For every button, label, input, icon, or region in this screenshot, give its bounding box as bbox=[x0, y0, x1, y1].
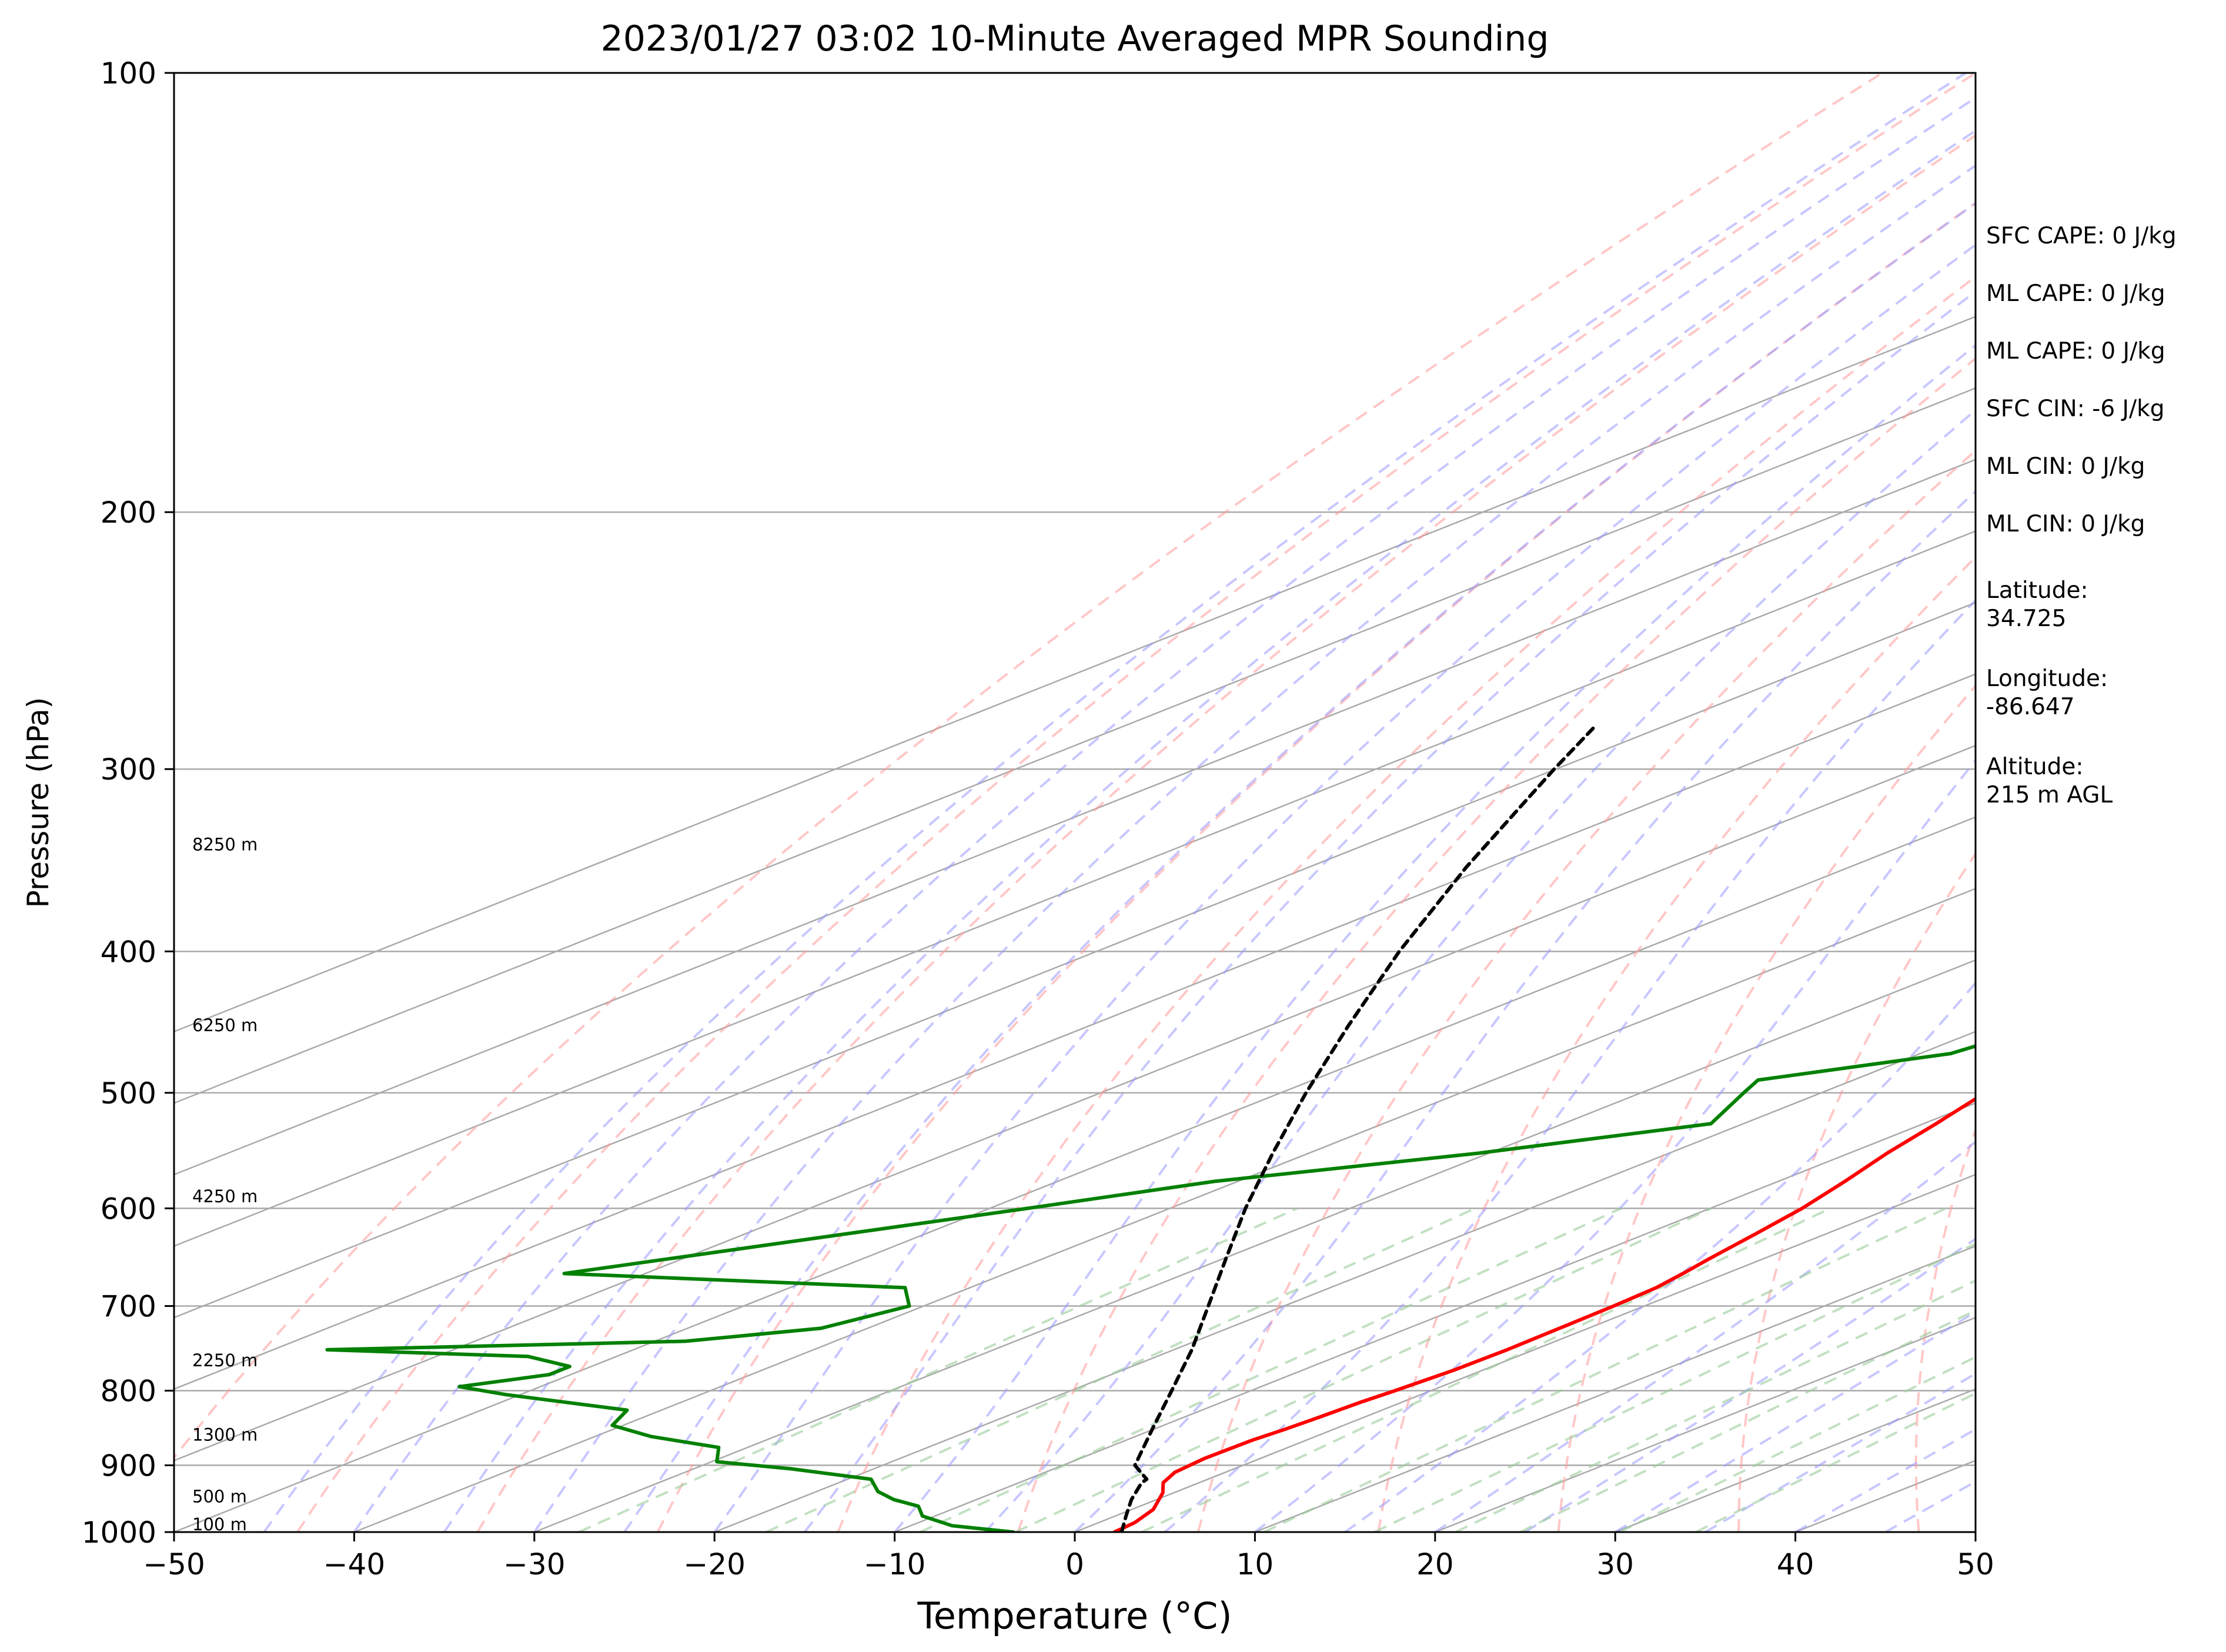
isotherm-line bbox=[534, 959, 1976, 1532]
stat-line: ML CAPE: 0 J/kg bbox=[1986, 280, 2165, 307]
mixing-ratio-line bbox=[1455, 1279, 1976, 1532]
stat-line: ML CIN: 0 J/kg bbox=[1986, 511, 2145, 537]
isotherm-line bbox=[174, 387, 1976, 1104]
isotherm-line bbox=[353, 888, 1976, 1532]
x-tick-label: 50 bbox=[1957, 1547, 1994, 1581]
height-label: 100 m bbox=[192, 1514, 247, 1534]
chart-title: 2023/01/27 03:02 10-Minute Averaged MPR … bbox=[601, 18, 1549, 59]
isotherm-line bbox=[894, 1102, 1976, 1532]
series-line-3 bbox=[1119, 723, 1598, 1532]
dry-adiabat-line bbox=[1017, 357, 1976, 1532]
stat-line: Altitude: bbox=[1986, 754, 2084, 780]
y-tick-label: 400 bbox=[101, 935, 156, 969]
mixing-ratio-line bbox=[1015, 1207, 1712, 1532]
height-label: 1300 m bbox=[192, 1424, 258, 1444]
moist-adiabat-line bbox=[713, 243, 1976, 1532]
x-tick-label: 0 bbox=[1065, 1547, 1084, 1581]
stat-line: SFC CIN: -6 J/kg bbox=[1986, 396, 2165, 422]
height-label: 8250 m bbox=[192, 834, 258, 854]
stat-line: ML CAPE: 0 J/kg bbox=[1986, 338, 2165, 364]
sounding-lines bbox=[325, 723, 1976, 1532]
isotherm-line bbox=[174, 601, 1976, 1319]
isotherm-line bbox=[174, 316, 1976, 1033]
stat-line: Longitude: bbox=[1986, 666, 2108, 692]
x-tick-label: −40 bbox=[323, 1547, 386, 1581]
mixing-ratio-line bbox=[578, 1207, 1298, 1532]
mixing-ratio-line bbox=[1519, 1309, 1976, 1532]
isotherm-line bbox=[714, 1031, 1976, 1532]
stat-line: Latitude: bbox=[1986, 577, 2088, 604]
x-tick-label: 10 bbox=[1236, 1547, 1274, 1581]
moist-adiabat-line bbox=[533, 164, 1976, 1532]
dry-adiabat-line bbox=[476, 133, 1976, 1532]
moist-adiabat-line bbox=[894, 343, 1976, 1532]
dry-adiabat-line bbox=[1377, 556, 1976, 1532]
moist-adiabat-line bbox=[1524, 1237, 1976, 1532]
y-tick-label: 100 bbox=[101, 56, 156, 91]
moist-adiabat-line bbox=[263, 73, 1967, 1532]
height-label: 500 m bbox=[192, 1487, 247, 1507]
isotherm-line bbox=[174, 744, 1976, 1462]
stat-line: -86.647 bbox=[1986, 694, 2075, 720]
y-tick-label: 500 bbox=[101, 1076, 156, 1111]
y-tick-label: 900 bbox=[101, 1449, 156, 1483]
y-tick-label: 700 bbox=[101, 1290, 156, 1324]
isotherm-line bbox=[1254, 1245, 1976, 1532]
isotherm-line bbox=[174, 673, 1976, 1390]
moist-adiabat-line bbox=[1164, 598, 1976, 1532]
y-tick-label: 800 bbox=[101, 1374, 156, 1408]
dry-adiabat-line bbox=[296, 73, 1976, 1532]
stat-line: SFC CAPE: 0 J/kg bbox=[1986, 223, 2177, 249]
height-label: 2250 m bbox=[192, 1350, 258, 1370]
dry-adiabat-line bbox=[1557, 684, 1976, 1532]
stat-line: ML CIN: 0 J/kg bbox=[1986, 453, 2145, 480]
y-tick-label: 300 bbox=[101, 753, 156, 787]
dry-adiabat-line bbox=[1196, 449, 1976, 1532]
x-axis: −50 −40 −30 −20 −10 0 10 20 30 40 50 bbox=[143, 1532, 1994, 1581]
stat-line: 215 m AGL bbox=[1986, 782, 2113, 808]
mixing-ratio-line bbox=[766, 1207, 1476, 1532]
x-tick-label: 30 bbox=[1596, 1547, 1634, 1581]
x-tick-label: −10 bbox=[864, 1547, 926, 1581]
x-tick-label: −50 bbox=[143, 1547, 205, 1581]
moist-adiabat-line bbox=[984, 408, 1976, 1532]
x-tick-label: 40 bbox=[1777, 1547, 1814, 1581]
height-label: 6250 m bbox=[192, 1015, 258, 1035]
y-tick-label: 1000 bbox=[82, 1516, 156, 1550]
isotherm-line bbox=[1074, 1173, 1976, 1532]
isotherm-line bbox=[174, 459, 1976, 1176]
sounding-stats-panel: SFC CAPE: 0 J/kg ML CAPE: 0 J/kg ML CAPE: … bbox=[1986, 223, 2177, 808]
isotherm-line bbox=[174, 816, 1976, 1532]
mixing-ratio-line bbox=[1619, 1356, 1976, 1532]
x-axis-title: Temperature (°C) bbox=[917, 1594, 1232, 1637]
moist-adiabat-line bbox=[803, 290, 1976, 1532]
x-tick-label: −30 bbox=[503, 1547, 566, 1581]
height-labels: 100 m 500 m 1300 m 2250 m 4250 m 6250 m 8250 m bbox=[192, 834, 258, 1534]
height-label: 4250 m bbox=[192, 1186, 258, 1206]
mixing-ratio-line bbox=[1374, 1242, 1976, 1532]
y-axis-title: Pressure (hPa) bbox=[21, 697, 55, 908]
stat-line: 34.725 bbox=[1986, 606, 2066, 632]
moist-adiabat-line bbox=[1074, 490, 1976, 1532]
x-tick-label: 20 bbox=[1416, 1547, 1454, 1581]
moist-adiabat-line bbox=[353, 96, 1976, 1532]
series-line-2 bbox=[325, 1044, 1976, 1532]
reference-lines bbox=[174, 73, 1976, 1532]
moist-adiabat-line bbox=[443, 129, 1976, 1532]
series-line-1 bbox=[1112, 1096, 1976, 1532]
moist-adiabat-line bbox=[623, 202, 1976, 1532]
y-tick-label: 200 bbox=[101, 496, 156, 530]
mixing-ratio-line bbox=[920, 1207, 1622, 1532]
moist-adiabat-line bbox=[1434, 1140, 1976, 1532]
moist-adiabat-line bbox=[1254, 758, 1976, 1532]
y-axis: 100 200 300 400 500 600 700 800 900 1000 bbox=[82, 56, 174, 1550]
x-tick-label: −20 bbox=[683, 1547, 746, 1581]
y-tick-label: 600 bbox=[101, 1192, 156, 1226]
dry-adiabat-line bbox=[1914, 1126, 1976, 1532]
isotherm-line bbox=[174, 530, 1976, 1247]
